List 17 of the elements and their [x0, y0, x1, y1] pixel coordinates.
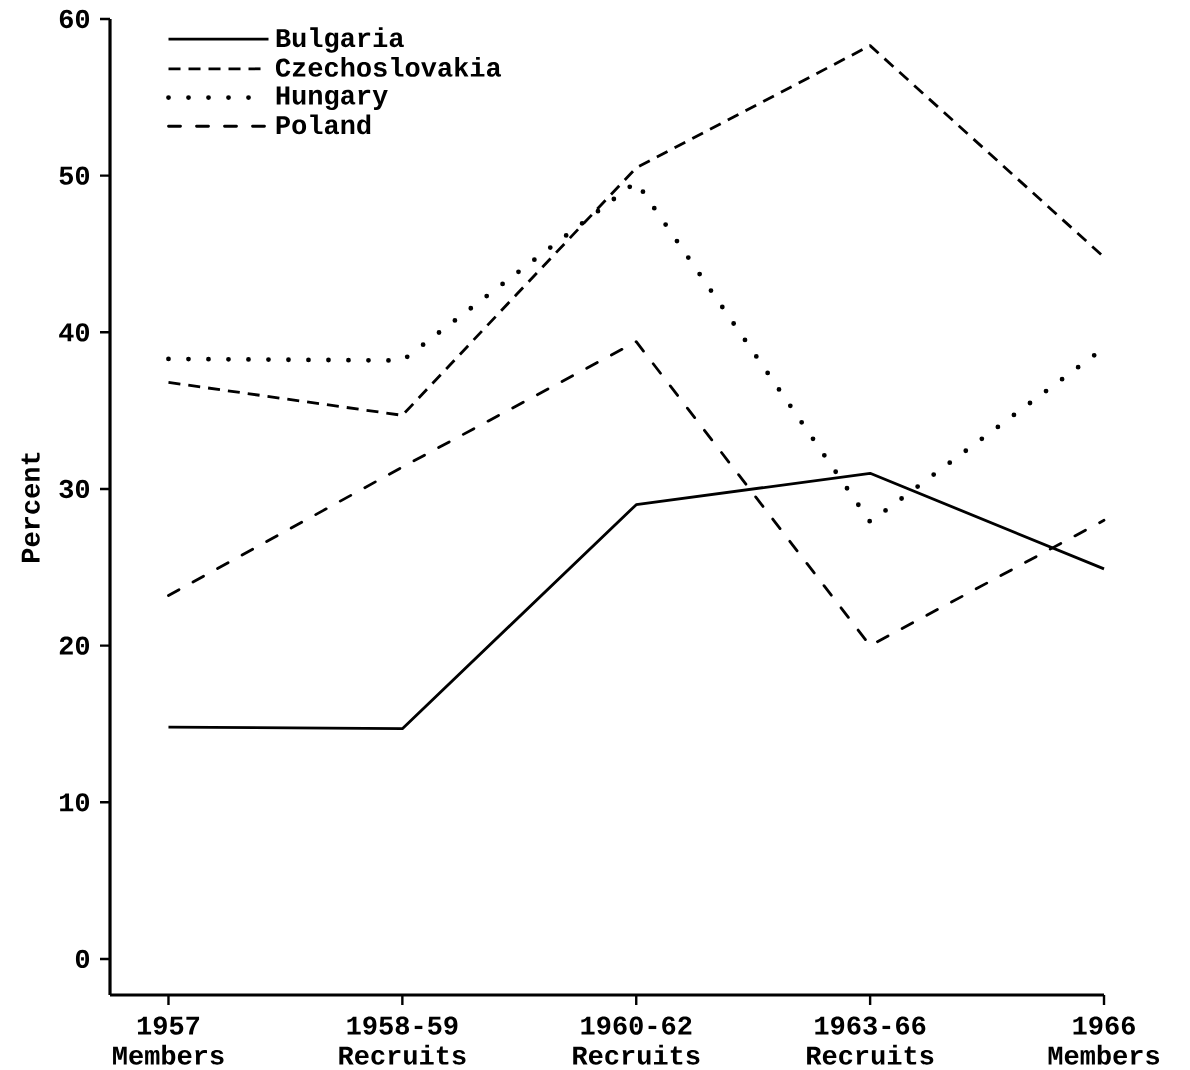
y-tick-label: 20	[59, 636, 90, 655]
legend-label: Poland	[276, 114, 371, 135]
y-tick-label: 50	[59, 166, 90, 185]
x-tick-label: 1966 Members	[1048, 1016, 1160, 1065]
y-tick-label: 30	[59, 479, 90, 499]
legend-label: Bulgaria	[276, 27, 404, 53]
y-tick-label: 10	[60, 793, 90, 812]
legend-label: Hungary	[276, 86, 388, 111]
x-tick-label: 1958-59 Recruits	[339, 1016, 466, 1065]
x-tick-label: 1957 Members	[113, 1016, 224, 1065]
x-tick-label: 1960-62 Recruits	[573, 1016, 700, 1065]
x-tick-label: 1963-66 Recruits	[807, 1016, 934, 1065]
y-tick-label: 40	[59, 323, 90, 342]
y-tick-label: 0	[75, 949, 90, 969]
y-tick-label: 60	[59, 9, 90, 29]
legend-label: Czechoslovakia	[275, 56, 502, 77]
y-axis-title: Percent	[21, 452, 40, 562]
